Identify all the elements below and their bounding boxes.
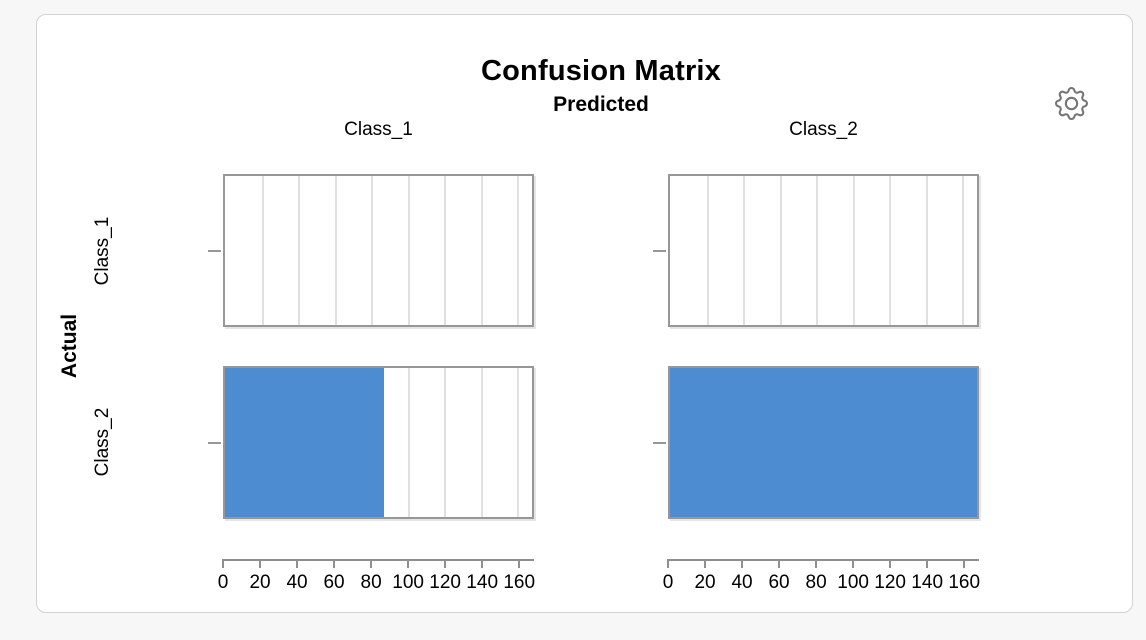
y-axis-tick	[653, 441, 666, 444]
gridline	[444, 176, 447, 325]
axis-tick-label: 120	[874, 572, 906, 593]
axis-tick-label: 80	[360, 572, 382, 593]
axis-tick	[481, 559, 484, 568]
facet-title-predicted: Predicted	[553, 93, 649, 116]
gridline	[407, 368, 410, 517]
row-label-class-1: Class_1	[92, 216, 113, 286]
axis-tick	[518, 559, 521, 568]
axis-tick-label: 60	[323, 572, 345, 593]
panel-actual-class1-predicted-class2	[653, 174, 979, 327]
gridline	[480, 368, 483, 517]
panel-actual-class1-predicted-class1	[208, 174, 534, 327]
gridline	[444, 368, 447, 517]
axis-tick	[926, 559, 929, 568]
row-label-class-2: Class_2	[92, 407, 113, 477]
gridline	[779, 176, 782, 325]
confusion-bar	[670, 368, 977, 517]
axis-tick-label: 0	[217, 572, 229, 593]
column-label-class-2: Class_2	[789, 119, 858, 140]
axis-tick	[444, 559, 447, 568]
axis-tick	[704, 559, 707, 568]
x-axis-right: 0 20 40 60 80 100 120 140 160	[663, 559, 980, 593]
y-axis-tick	[208, 249, 221, 252]
axis-tick-label: 80	[805, 572, 827, 593]
gridline	[371, 176, 374, 325]
gridline	[743, 176, 746, 325]
gridline	[962, 176, 965, 325]
gridline	[517, 176, 520, 325]
axis-tick	[222, 559, 224, 568]
axis-tick	[407, 559, 410, 568]
axis-tick	[370, 559, 373, 568]
gridline	[480, 176, 483, 325]
gridline	[852, 176, 855, 325]
axis-tick-label: 160	[948, 572, 981, 593]
gridline	[298, 176, 301, 325]
axis-tick-label: 140	[911, 572, 944, 593]
axis-tick	[259, 559, 262, 568]
gridline	[925, 176, 928, 325]
gridline	[889, 176, 892, 325]
axis-tick-label: 60	[768, 572, 790, 593]
axis-tick-label: 0	[662, 572, 674, 593]
gridline	[706, 176, 709, 325]
y-axis-tick	[653, 249, 666, 252]
axis-tick-label: 160	[503, 572, 536, 593]
gear-icon	[1055, 87, 1088, 120]
gridline	[816, 176, 819, 325]
plot-card: Confusion Matrix Predicted Class_1 Class…	[36, 14, 1133, 613]
axis-tick	[852, 559, 855, 568]
axis-tick-label: 100	[837, 572, 869, 593]
panel-actual-class2-predicted-class1	[208, 366, 534, 519]
axis-tick	[963, 559, 966, 568]
axis-tick	[778, 559, 781, 568]
x-axis-left: 0 20 40 60 80 100 120 140 160	[218, 559, 535, 593]
axis-tick	[333, 559, 336, 568]
gridline	[517, 368, 520, 517]
panel-actual-class2-predicted-class2	[653, 366, 979, 519]
column-label-class-1: Class_1	[344, 119, 413, 140]
gridline	[407, 176, 410, 325]
axis-tick-label: 140	[466, 572, 499, 593]
axis-tick-label: 40	[731, 572, 753, 593]
axis-tick-label: 120	[429, 572, 461, 593]
gridline	[334, 176, 337, 325]
axis-tick	[667, 559, 669, 568]
axis-tick	[815, 559, 818, 568]
axis-tick	[296, 559, 299, 568]
axis-tick	[889, 559, 892, 568]
confusion-bar	[225, 368, 384, 517]
y-axis-title: Actual	[58, 313, 81, 379]
axis-tick-label: 20	[694, 572, 716, 593]
settings-button[interactable]	[1051, 83, 1092, 124]
axis-tick	[741, 559, 744, 568]
axis-tick-label: 100	[392, 572, 424, 593]
y-axis-tick	[208, 441, 221, 444]
gridline	[261, 176, 264, 325]
axis-tick-label: 20	[249, 572, 271, 593]
axis-tick-label: 40	[286, 572, 308, 593]
chart-title: Confusion Matrix	[480, 55, 722, 87]
